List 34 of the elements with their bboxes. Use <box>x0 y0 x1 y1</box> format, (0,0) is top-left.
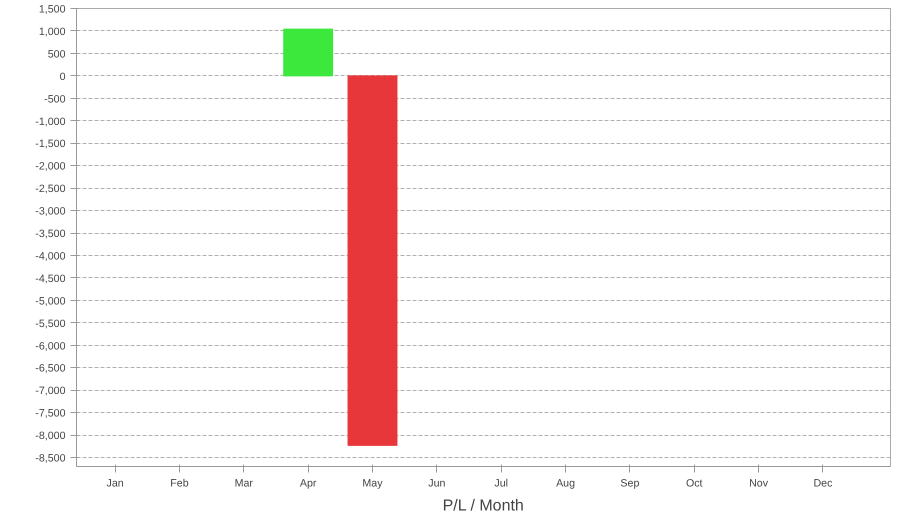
y-tick-label: -4,500 <box>35 272 66 285</box>
y-tick-label: -5,500 <box>35 318 66 330</box>
y-tick-label: -2,500 <box>35 183 66 196</box>
x-tick-label: Jun <box>428 478 446 490</box>
y-tick-label: -3,000 <box>35 206 66 218</box>
x-tick-label: May <box>362 478 384 490</box>
x-tick-label: Mar <box>234 478 254 490</box>
x-tick-label: Aug <box>556 478 576 490</box>
y-tick-label: -6,500 <box>35 362 66 375</box>
y-tick-label: -7,500 <box>35 408 66 420</box>
x-tick-label: Dec <box>813 478 834 490</box>
x-tick-label: Jan <box>106 478 124 490</box>
y-tick-label: 1,000 <box>38 26 66 38</box>
y-tick-label: -7,000 <box>35 385 66 398</box>
x-axis-title: P/L / Month <box>442 498 524 514</box>
y-tick-label: 500 <box>48 48 66 60</box>
y-tick-label: -1,500 <box>35 138 66 150</box>
y-tick-label: 1,500 <box>38 4 66 16</box>
y-tick-label: -3,500 <box>35 228 66 240</box>
y-tick-label: -5,000 <box>35 295 66 308</box>
y-tick-label: -8,000 <box>35 430 66 442</box>
y-tick-label: -6,000 <box>35 340 66 352</box>
y-tick-label: -1,000 <box>35 116 66 128</box>
y-tick-label: -4,000 <box>35 250 66 262</box>
x-tick-label: Jul <box>494 478 508 490</box>
y-tick-label: 0 <box>60 70 66 83</box>
y-tick-label: -500 <box>44 93 66 106</box>
x-tick-label: Nov <box>749 478 769 490</box>
y-tick-label: -2,000 <box>35 160 66 173</box>
y-tick-label: -8,500 <box>35 452 66 465</box>
x-tick-label: Feb <box>170 478 189 490</box>
x-tick-label: Apr <box>300 478 317 490</box>
x-tick-label: Sep <box>620 478 640 490</box>
x-tick-label: Oct <box>686 478 703 490</box>
